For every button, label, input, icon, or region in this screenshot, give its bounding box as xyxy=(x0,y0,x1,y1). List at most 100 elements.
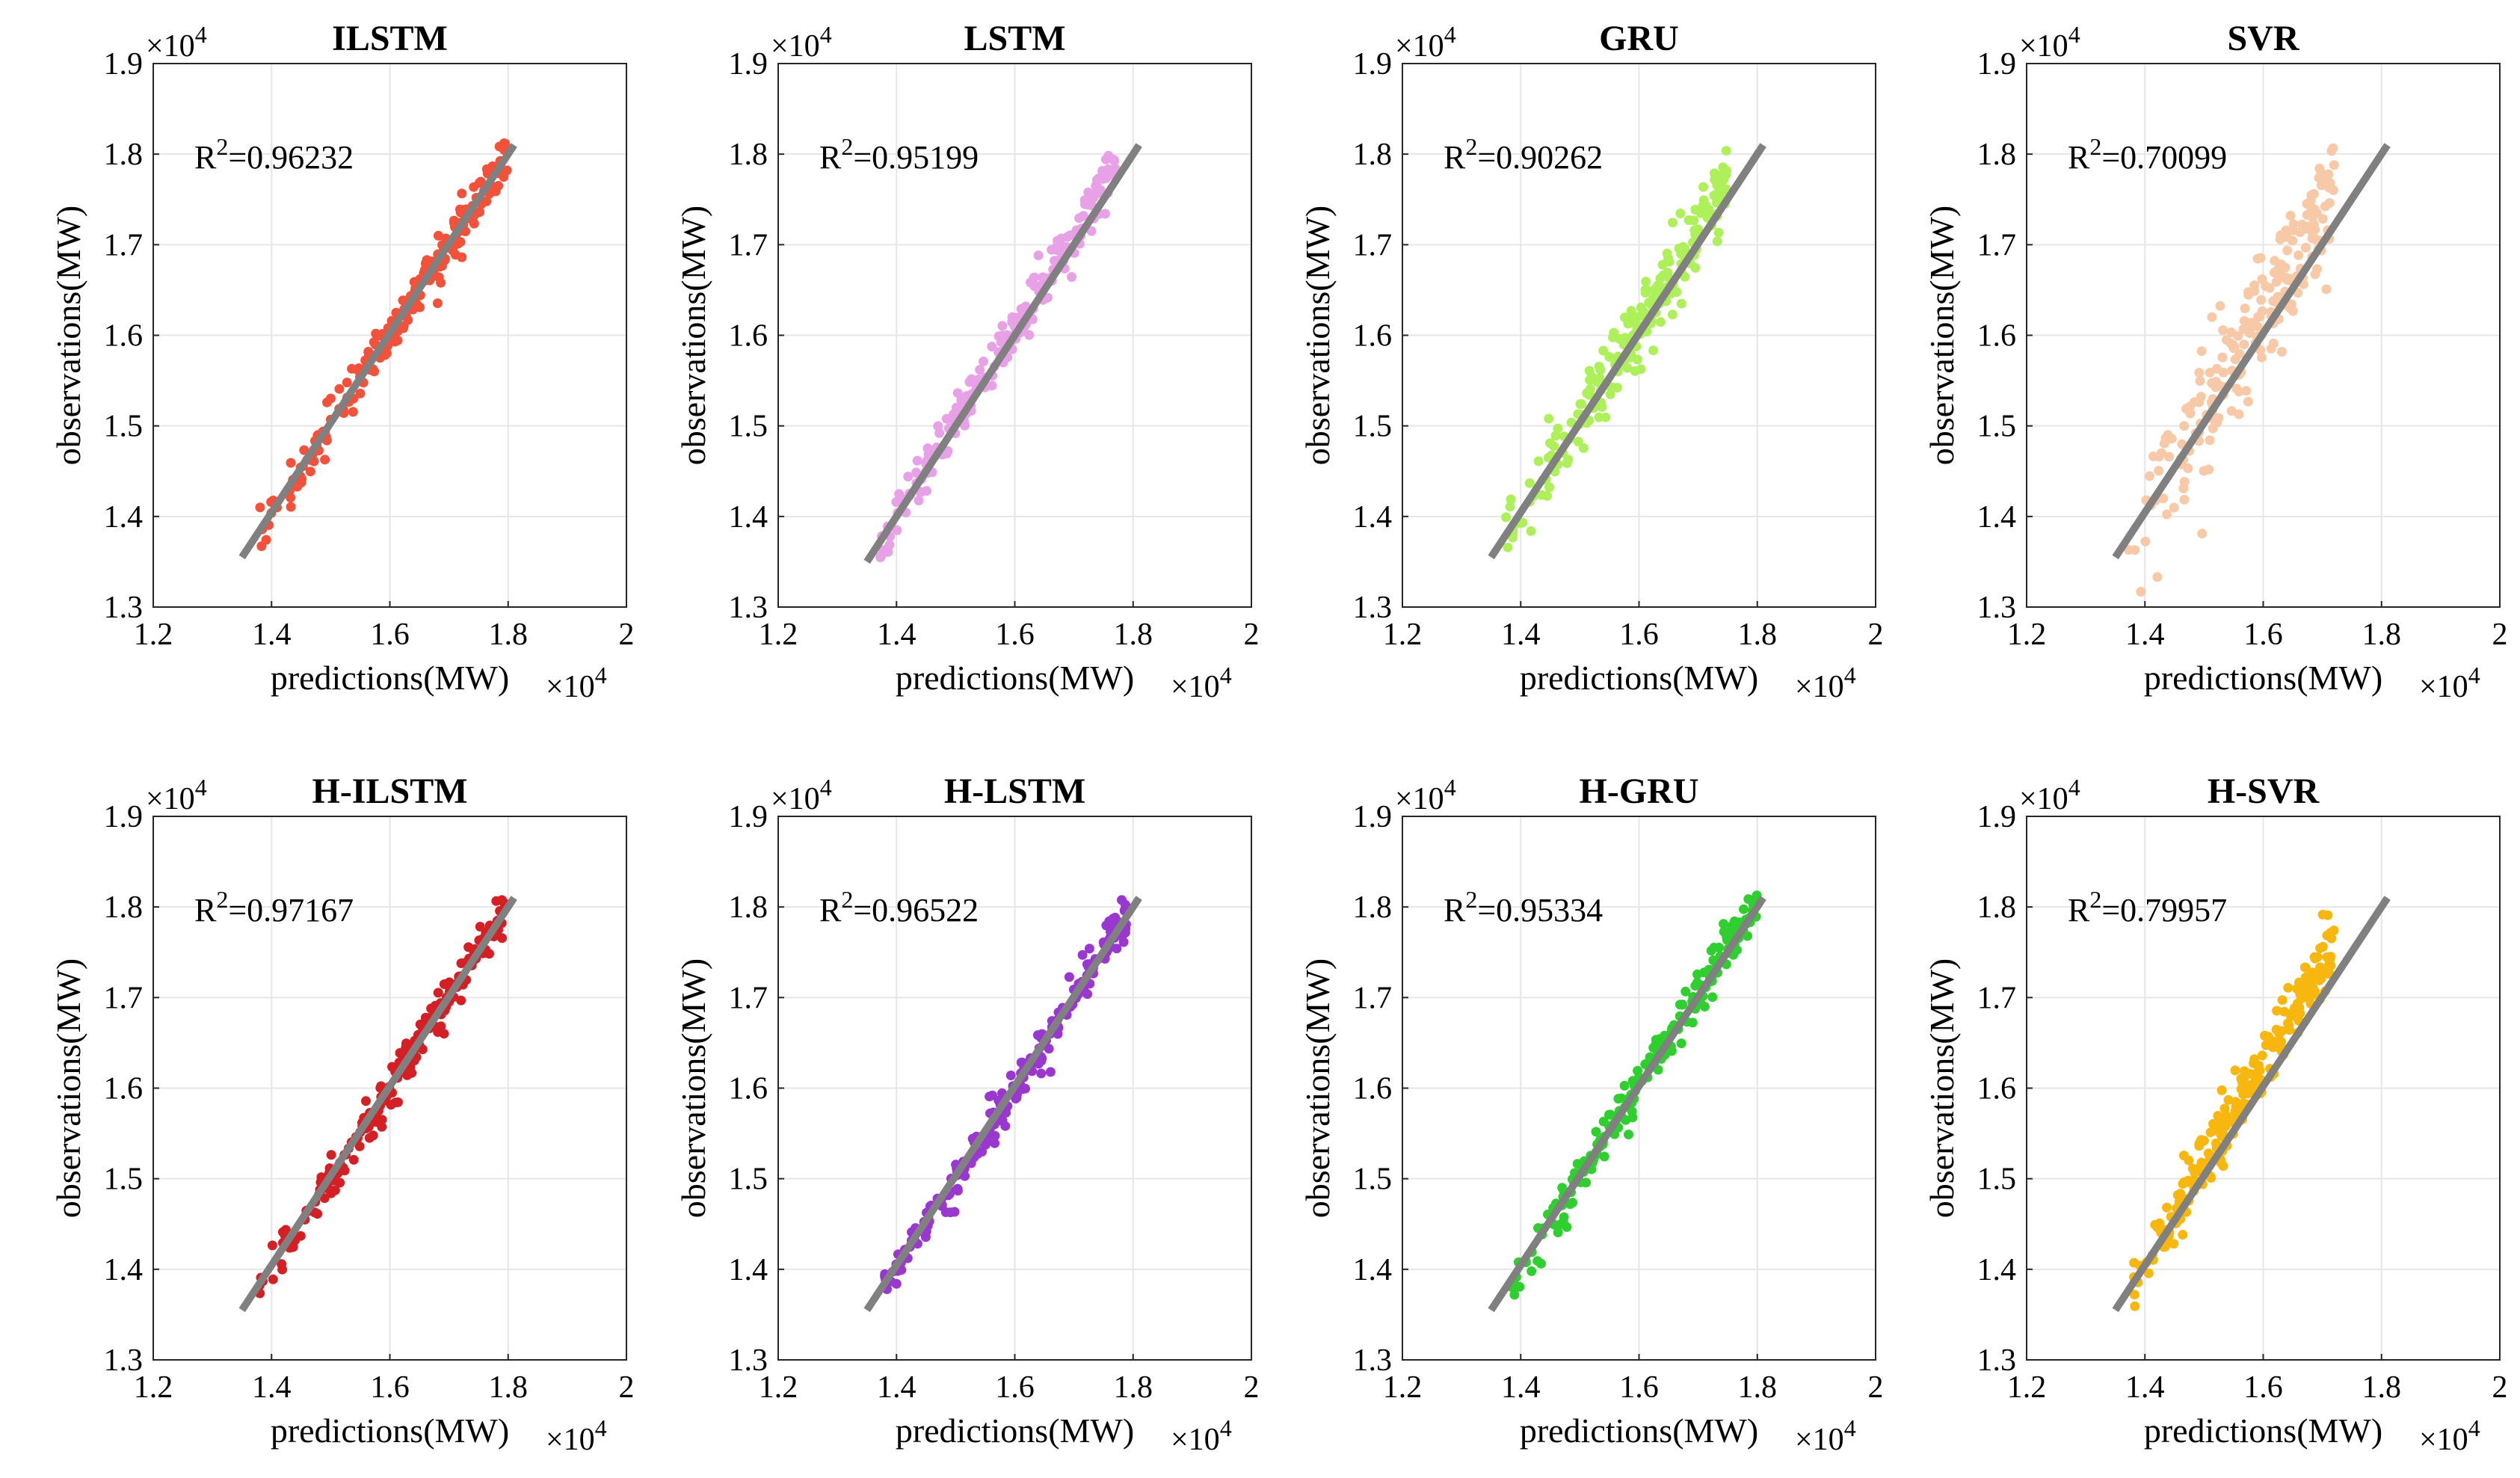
x-tick-label: 2 xyxy=(2492,1370,2508,1405)
data-point xyxy=(2152,572,2163,582)
y-tick-label: 1.3 xyxy=(1977,591,2017,625)
data-point xyxy=(1533,456,1544,467)
data-point xyxy=(1542,490,1552,501)
y-tick-label: 1.3 xyxy=(729,591,768,625)
chart-title: GRU xyxy=(1599,19,1679,58)
data-point xyxy=(987,342,997,352)
y-tick-label: 1.7 xyxy=(1353,228,1393,262)
data-point xyxy=(2143,1268,2154,1278)
data-point xyxy=(2329,160,2339,170)
data-point xyxy=(402,1070,413,1080)
r2-superscript: 2 xyxy=(1465,886,1477,913)
y-tick-label: 1.4 xyxy=(729,500,768,535)
y-tick-label: 1.5 xyxy=(1353,1163,1393,1197)
y-tick-label: 1.9 xyxy=(1353,47,1393,81)
y-tick-label: 1.3 xyxy=(1353,591,1393,625)
data-point xyxy=(1044,1044,1054,1054)
y-tick-label: 1.7 xyxy=(104,228,144,262)
data-point xyxy=(2215,301,2225,311)
data-point xyxy=(1038,272,1048,283)
scatter-panel: 1.2 1.4 1.6 1.8 2 1.3 1.4 1.5 1.6 1.7 1.8 1.9 H-SVR ×… xyxy=(1923,772,2508,1457)
data-point xyxy=(2169,502,2179,513)
y-axis-label: observations(MW) xyxy=(1923,958,1961,1218)
data-point xyxy=(2239,339,2249,350)
data-point xyxy=(1036,1068,1047,1079)
data-point xyxy=(2234,348,2245,359)
data-point xyxy=(2130,1301,2140,1311)
r2-superscript: 2 xyxy=(2089,133,2101,160)
y-tick-label: 1.9 xyxy=(1353,800,1393,834)
axes-box xyxy=(1402,816,1876,1361)
data-point xyxy=(2321,284,2332,295)
data-point xyxy=(2276,347,2287,357)
x-exponent-label: ×104 xyxy=(2419,1414,2480,1457)
y-tick-label: 1.6 xyxy=(104,319,144,354)
data-point xyxy=(1045,1067,1056,1077)
y-exponent-label: ×104 xyxy=(1395,21,1456,64)
scatter-panel: 1.2 1.4 1.6 1.8 2 1.3 1.4 1.5 1.6 1.7 1.8 1.9 H-GRU ×… xyxy=(1298,772,1884,1457)
data-point xyxy=(1716,187,1727,197)
x-axis-label: predictions(MW) xyxy=(896,1411,1134,1450)
data-point xyxy=(2136,587,2146,597)
y-tick-label: 1.8 xyxy=(104,890,144,925)
data-point xyxy=(2317,178,2328,188)
chart-title: H-GRU xyxy=(1580,772,1699,811)
data-point xyxy=(1591,1127,1601,1137)
data-point xyxy=(1667,310,1678,320)
x-tick-label: 1.8 xyxy=(2362,1370,2402,1405)
y-tick-label: 1.6 xyxy=(1977,1072,2017,1106)
x-tick-label: 1.2 xyxy=(759,618,798,652)
data-point xyxy=(434,272,444,283)
data-point xyxy=(286,458,296,468)
axes-box xyxy=(1402,63,1876,608)
data-point xyxy=(469,182,479,192)
data-point xyxy=(912,455,922,466)
y-exponent-label: ×104 xyxy=(2019,774,2080,816)
y-axis-label: observations(MW) xyxy=(1298,206,1337,465)
x-axis-label: predictions(MW) xyxy=(271,659,509,697)
data-point xyxy=(347,363,357,374)
r2-superscript: 2 xyxy=(216,133,228,160)
axes-box xyxy=(2026,63,2501,608)
data-point xyxy=(892,525,902,535)
chart-title: SVR xyxy=(2227,19,2299,58)
data-point xyxy=(1692,977,1702,988)
fit-line xyxy=(238,896,517,1313)
y-axis-label: observations(MW) xyxy=(674,206,712,465)
data-point xyxy=(1594,412,1604,422)
r2-value: =0.95334 xyxy=(1477,892,1603,929)
data-point xyxy=(2226,406,2237,416)
data-point xyxy=(1619,1080,1630,1091)
y-exponent: 4 xyxy=(2068,774,2080,801)
data-point xyxy=(335,1177,345,1188)
x-exponent: 4 xyxy=(1844,1414,1856,1441)
data-point xyxy=(941,413,952,424)
data-point xyxy=(342,378,352,388)
x-tick-label: 1.8 xyxy=(2362,618,2402,652)
r2-symbol: R xyxy=(1444,892,1466,929)
x-tick-label: 1.2 xyxy=(1383,1370,1423,1405)
y-axis-label: observations(MW) xyxy=(1298,958,1337,1218)
data-point xyxy=(2312,264,2322,274)
x-tick-label: 2 xyxy=(2492,618,2508,652)
data-point xyxy=(499,138,509,149)
data-point xyxy=(2279,1006,2289,1017)
data-point xyxy=(1648,345,1659,356)
data-point xyxy=(1729,916,1740,926)
y-tick-label: 1.6 xyxy=(729,319,768,354)
y-tick-label: 1.6 xyxy=(104,1072,144,1106)
data-point xyxy=(475,207,485,218)
data-point xyxy=(1664,256,1675,267)
y-tick-label: 1.4 xyxy=(104,1253,144,1287)
y-tick-label: 1.7 xyxy=(1977,981,2017,1015)
x-tick-label: 1.2 xyxy=(134,618,173,652)
y-tick-label: 1.3 xyxy=(104,591,144,625)
data-point xyxy=(1653,280,1663,291)
data-point xyxy=(398,323,408,333)
data-point xyxy=(2205,435,2215,446)
y-exponent: 4 xyxy=(820,21,832,48)
data-point xyxy=(1726,927,1737,937)
axes-box xyxy=(153,816,627,1361)
data-point xyxy=(2297,219,2307,230)
x-tick-label: 2 xyxy=(1244,618,1260,652)
